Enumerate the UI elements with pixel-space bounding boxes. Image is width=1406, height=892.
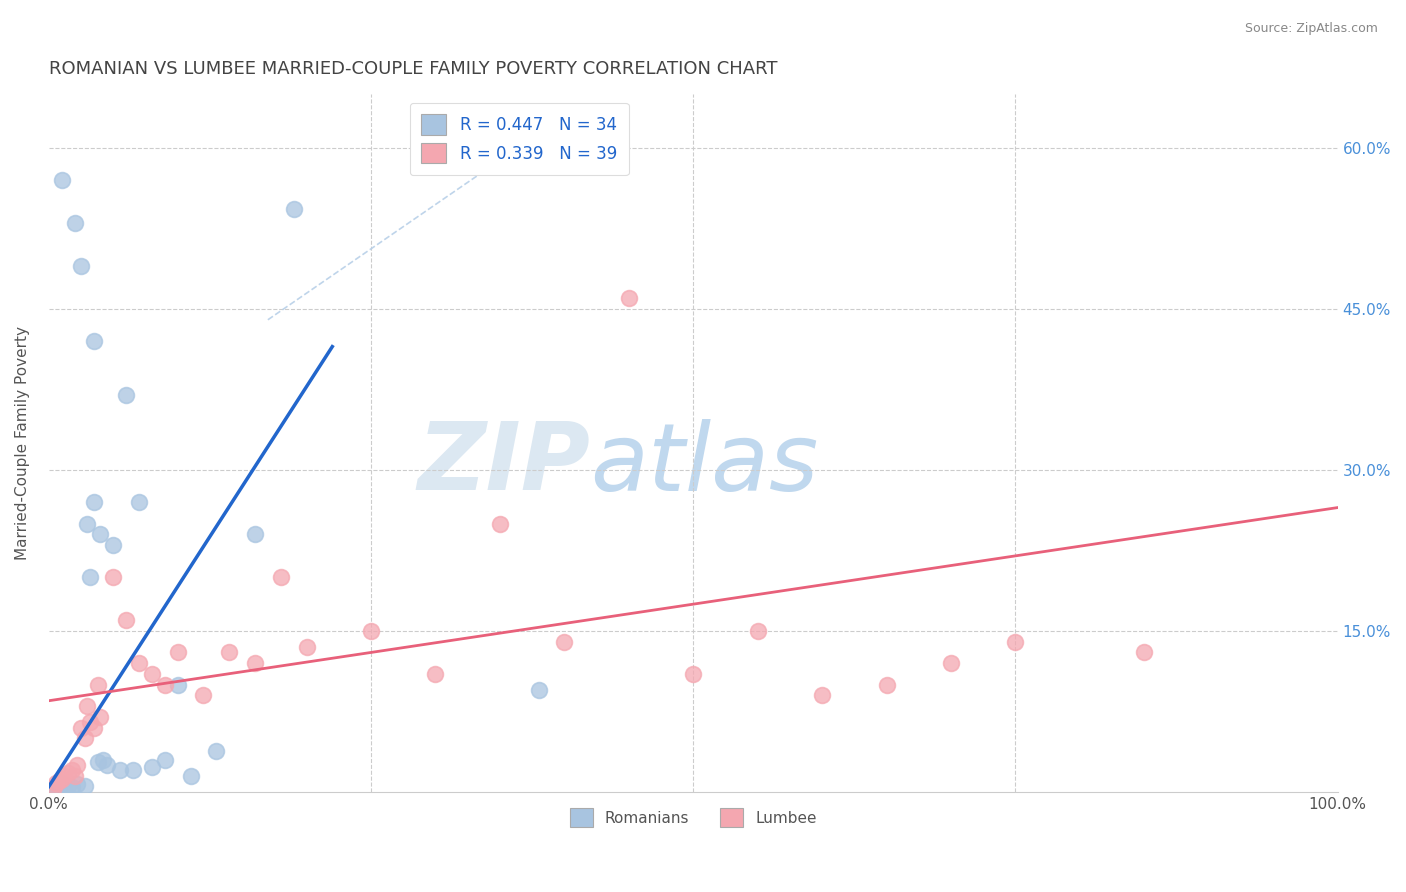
Point [76,516,98,531]
Point [489,516,512,531]
Point [121,764,143,778]
Point [96,758,118,772]
Point [56,779,79,793]
Point [270,570,292,584]
Point [205,744,228,758]
Point [83,495,105,509]
Point [360,624,382,638]
Point [128,656,150,670]
Point [76,699,98,714]
Point [91,753,114,767]
Point [49,776,72,790]
Point [295,640,318,654]
Point [193,689,215,703]
Point [283,202,305,217]
Point [66,758,89,772]
Point [153,753,176,767]
Point [44,780,66,794]
Point [115,388,138,402]
Point [218,645,240,659]
Point [243,527,266,541]
Point [41,780,63,795]
Point [527,683,550,698]
Point [166,645,188,659]
Point [63,769,86,783]
Point [811,689,834,703]
Y-axis label: Married-Couple Family Poverty: Married-Couple Family Poverty [15,326,30,560]
Point [115,613,138,627]
Point [141,760,163,774]
Point [73,779,96,793]
Text: Source: ZipAtlas.com: Source: ZipAtlas.com [1244,22,1378,36]
Point [66,777,89,791]
Legend: Romanians, Lumbee: Romanians, Lumbee [564,802,823,833]
Point [747,624,769,638]
Point [51,772,73,786]
Point [73,731,96,746]
Point [617,291,640,305]
Point [939,656,962,670]
Point [79,570,101,584]
Text: ZIP: ZIP [418,418,591,510]
Point [63,216,86,230]
Point [682,667,704,681]
Text: atlas: atlas [591,418,818,509]
Point [128,495,150,509]
Point [89,527,111,541]
Point [60,780,83,794]
Point [166,678,188,692]
Point [51,173,73,187]
Point [425,667,447,681]
Point [56,765,79,780]
Point [243,656,266,670]
Point [180,769,202,783]
Point [87,755,110,769]
Point [876,678,898,692]
Point [553,634,575,648]
Point [83,721,105,735]
Point [103,538,125,552]
Point [45,776,67,790]
Point [42,780,65,794]
Point [83,334,105,349]
Point [70,259,93,273]
Point [87,678,110,692]
Text: ROMANIAN VS LUMBEE MARRIED-COUPLE FAMILY POVERTY CORRELATION CHART: ROMANIAN VS LUMBEE MARRIED-COUPLE FAMILY… [49,60,778,78]
Point [89,710,111,724]
Point [108,764,131,778]
Point [60,764,83,778]
Point [53,769,76,783]
Point [103,570,125,584]
Point [46,781,69,796]
Point [79,715,101,730]
Point [53,780,76,795]
Point [1004,634,1026,648]
Point [141,667,163,681]
Point [48,782,70,797]
Point [70,721,93,735]
Point [1133,645,1156,659]
Point [153,678,176,692]
Point [48,774,70,789]
